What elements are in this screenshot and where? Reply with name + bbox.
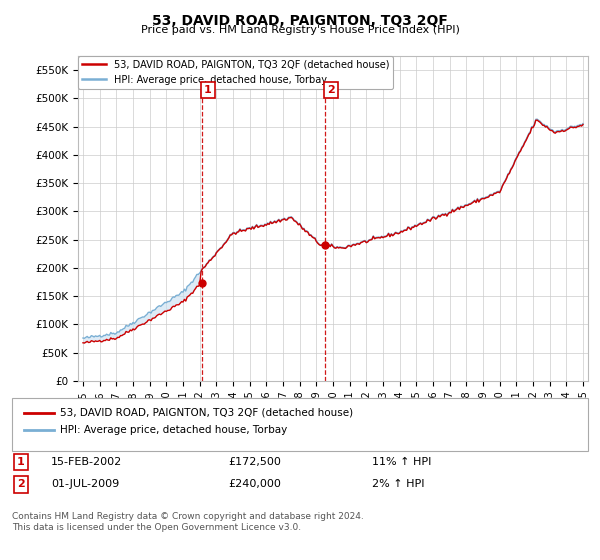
Text: 15-FEB-2002: 15-FEB-2002 — [51, 457, 122, 467]
Text: Price paid vs. HM Land Registry's House Price Index (HPI): Price paid vs. HM Land Registry's House … — [140, 25, 460, 35]
Text: 53, DAVID ROAD, PAIGNTON, TQ3 2QF (detached house): 53, DAVID ROAD, PAIGNTON, TQ3 2QF (detac… — [60, 408, 353, 418]
Text: 1: 1 — [204, 85, 212, 95]
Text: Contains HM Land Registry data © Crown copyright and database right 2024.
This d: Contains HM Land Registry data © Crown c… — [12, 512, 364, 532]
Text: 53, DAVID ROAD, PAIGNTON, TQ3 2QF: 53, DAVID ROAD, PAIGNTON, TQ3 2QF — [152, 14, 448, 28]
Text: 2: 2 — [17, 479, 25, 489]
Text: 2% ↑ HPI: 2% ↑ HPI — [372, 479, 425, 489]
Text: £240,000: £240,000 — [228, 479, 281, 489]
Text: 11% ↑ HPI: 11% ↑ HPI — [372, 457, 431, 467]
Legend: 53, DAVID ROAD, PAIGNTON, TQ3 2QF (detached house), HPI: Average price, detached: 53, DAVID ROAD, PAIGNTON, TQ3 2QF (detac… — [78, 56, 394, 88]
Text: 01-JUL-2009: 01-JUL-2009 — [51, 479, 119, 489]
Text: 1: 1 — [17, 457, 25, 467]
Text: HPI: Average price, detached house, Torbay: HPI: Average price, detached house, Torb… — [60, 425, 287, 435]
Text: £172,500: £172,500 — [228, 457, 281, 467]
Text: 2: 2 — [327, 85, 335, 95]
